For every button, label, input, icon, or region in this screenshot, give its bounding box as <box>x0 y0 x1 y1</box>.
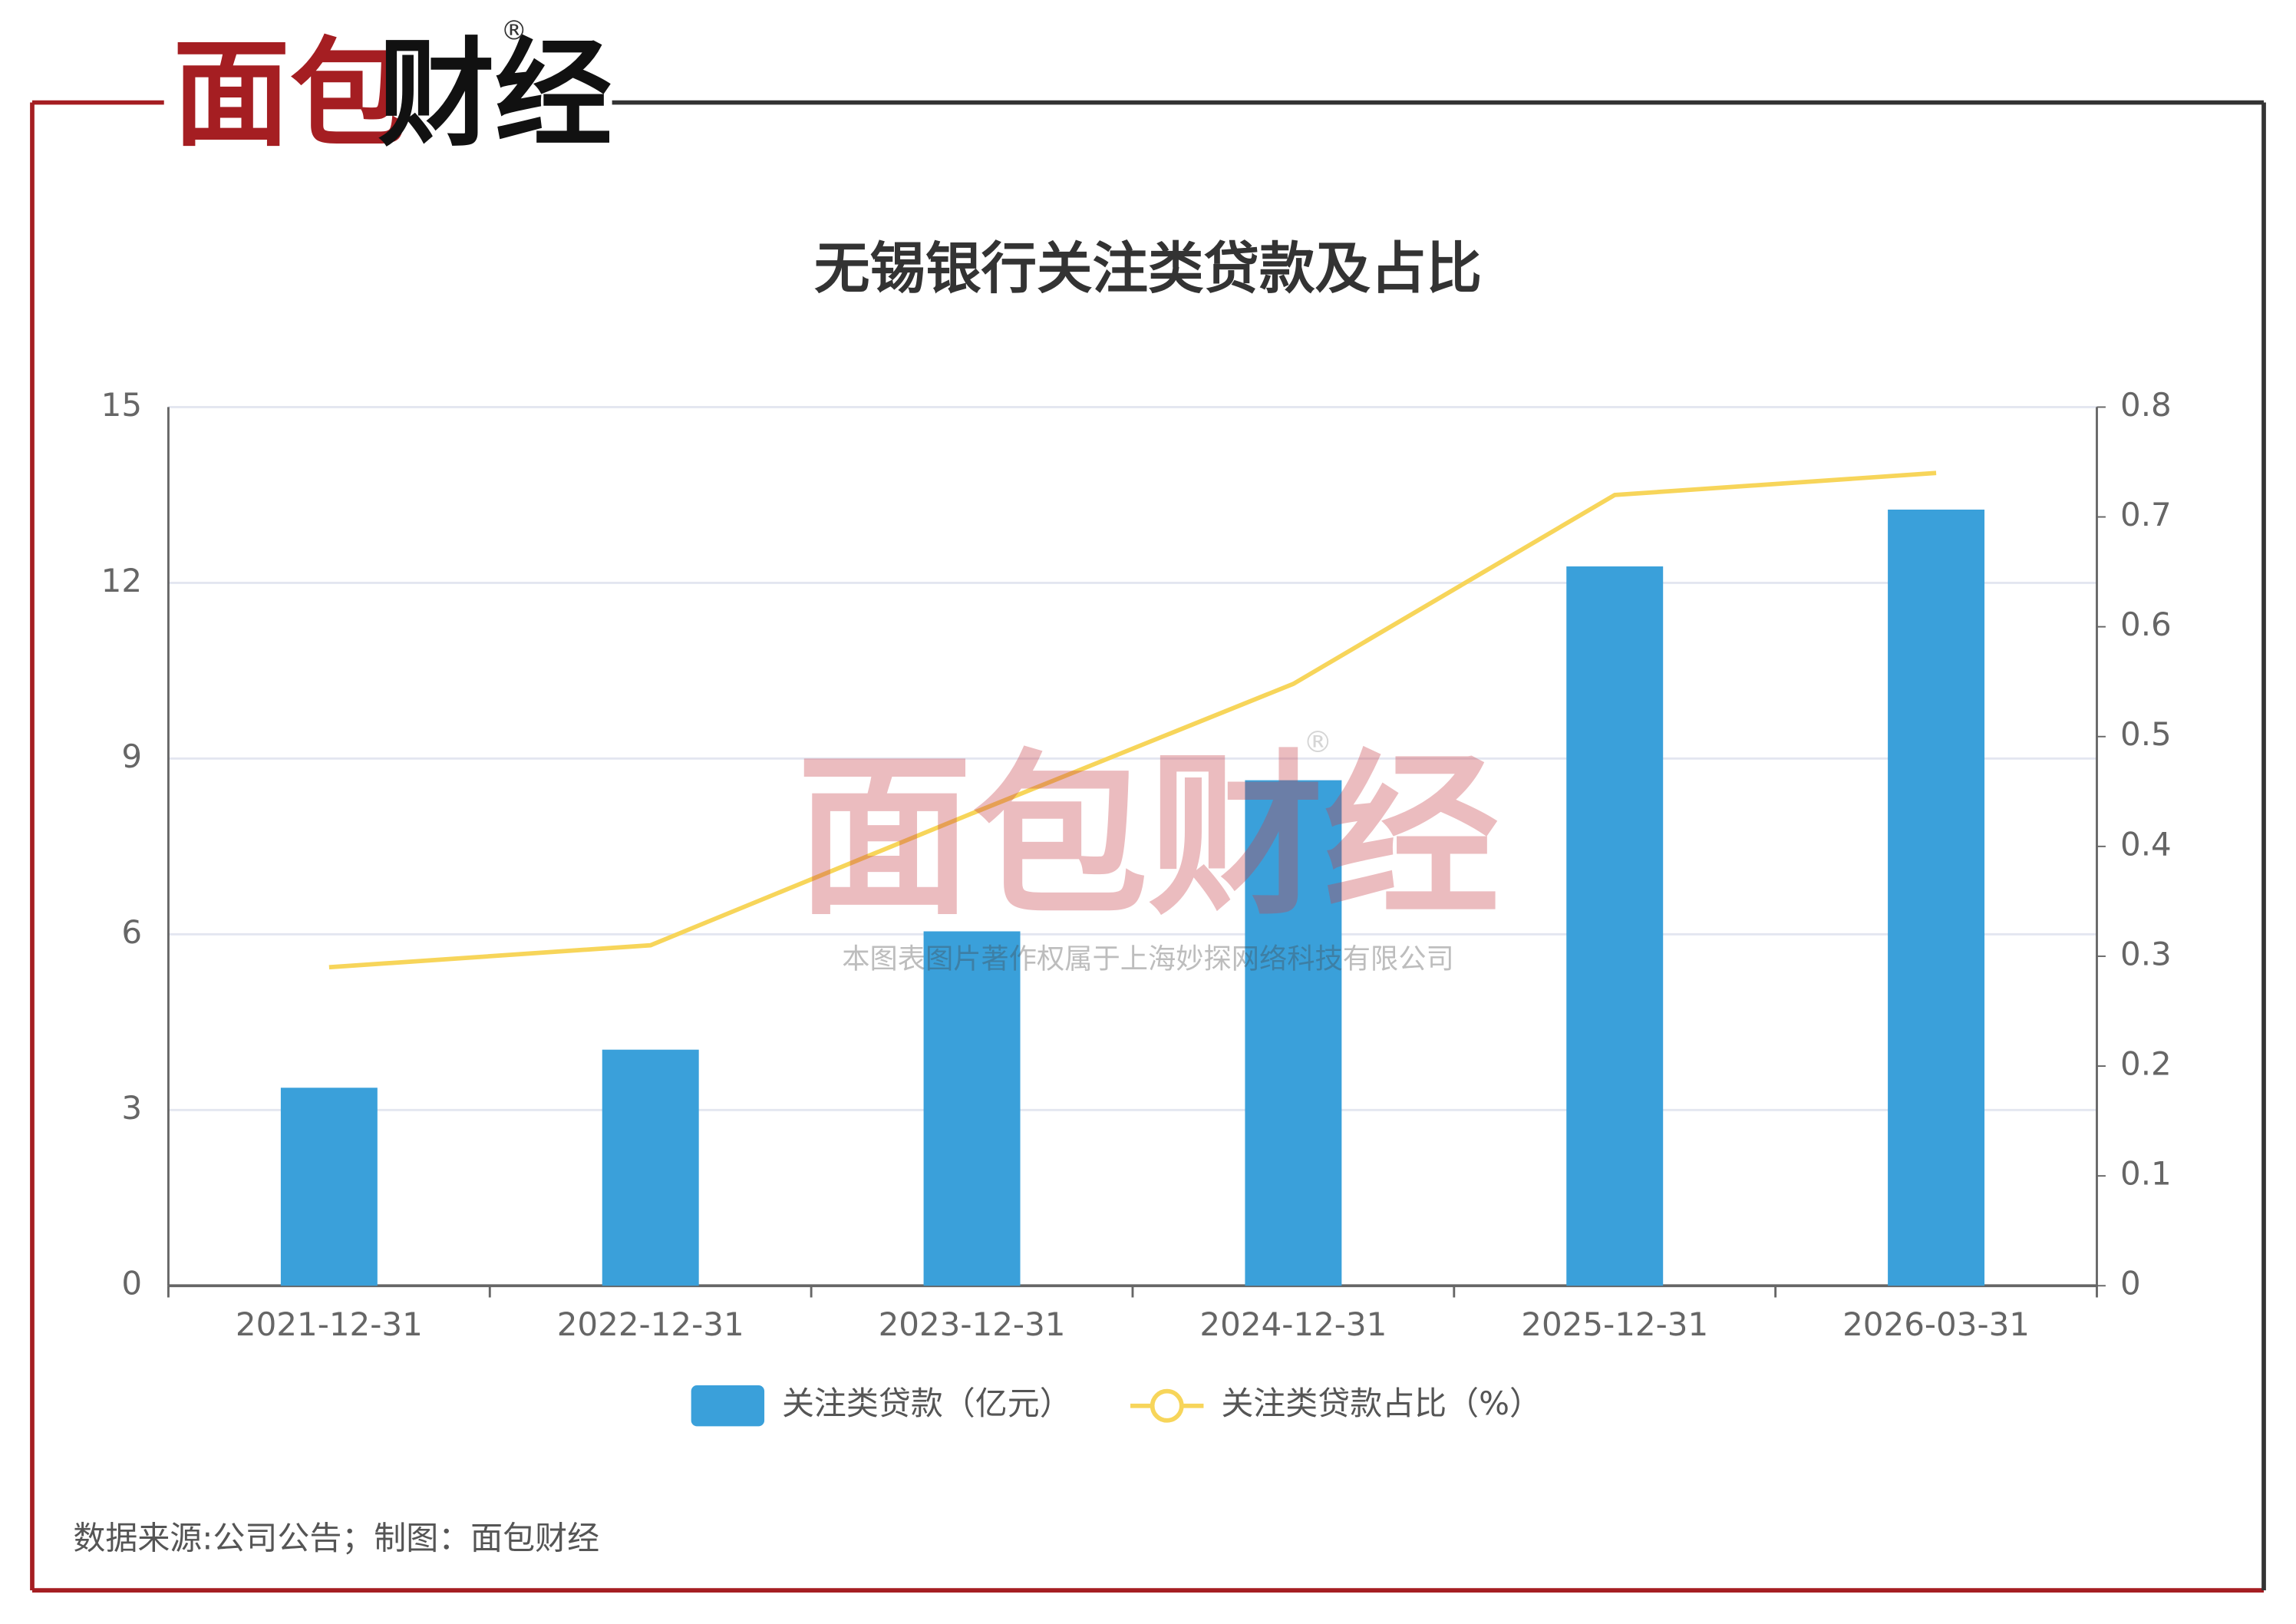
y-tick-label: 12 <box>101 562 142 599</box>
x-tick-label: 2025-12-31 <box>1521 1305 1708 1343</box>
y-tick-label: 3 <box>121 1089 142 1127</box>
y2-tick-label: 0.7 <box>2120 496 2172 533</box>
watermark-mark: ® <box>1303 725 1332 759</box>
y2-tick-label: 0 <box>2120 1265 2141 1302</box>
chart-title: 无锡银行关注类贷款及占比 <box>814 237 1482 302</box>
y2-tick-label: 0.4 <box>2120 825 2172 863</box>
source: 数据来源:公司公告；制图：面包财经 <box>73 1520 599 1557</box>
plot: 0 3 6 9 12 15 0 0.1 0.2 0.3 0.4 0.5 0.6 0.7 0.8 2021-12… <box>101 386 2172 1427</box>
legend-label: 关注类贷款占比（%） <box>1221 1385 1542 1422</box>
x-tick-label: 2023-12-31 <box>879 1305 1066 1343</box>
y2-tick-label: 0.3 <box>2120 935 2172 972</box>
bar <box>280 1088 378 1286</box>
logo: 面包 <box>173 26 407 163</box>
bar <box>1245 780 1342 1286</box>
legend-swatch <box>691 1385 765 1427</box>
line <box>328 470 1937 970</box>
bar <box>1566 566 1664 1286</box>
y-tick-label: 9 <box>121 738 142 775</box>
watermark-logo: 面包财经 <box>797 734 1499 939</box>
y-tick-label: 6 <box>121 913 142 951</box>
y2-tick-label: 0.6 <box>2120 606 2172 643</box>
y2-tick-label: 0.5 <box>2120 715 2172 753</box>
x-tick-label: 2021-12-31 <box>236 1305 423 1343</box>
x-tick-label: 2022-12-31 <box>557 1305 744 1343</box>
y2-tick-label: 0.2 <box>2120 1045 2172 1083</box>
legend-marker <box>1150 1388 1184 1423</box>
y2-tick-label: 0.8 <box>2120 386 2172 424</box>
logo-mark: ® <box>501 15 527 46</box>
bar <box>602 1049 699 1286</box>
bar <box>923 931 1021 1286</box>
y-tick-label: 0 <box>121 1265 142 1302</box>
watermark-text: 本图表图片著作权属于上海妙探网络科技有限公司 <box>842 942 1454 975</box>
x-tick-label: 2026-03-31 <box>1842 1305 2030 1343</box>
y-tick-label: 15 <box>101 386 142 424</box>
logo: 财经 <box>378 26 612 163</box>
y2-tick-label: 0.1 <box>2120 1155 2172 1193</box>
bar <box>1888 509 1985 1286</box>
legend-label: 关注类贷款（亿元） <box>782 1385 1072 1422</box>
watermark: 面包财经 ® 本图表图片著作权属于上海妙探网络科技有限公司 <box>797 725 1499 975</box>
x-tick-label: 2024-12-31 <box>1199 1305 1387 1343</box>
